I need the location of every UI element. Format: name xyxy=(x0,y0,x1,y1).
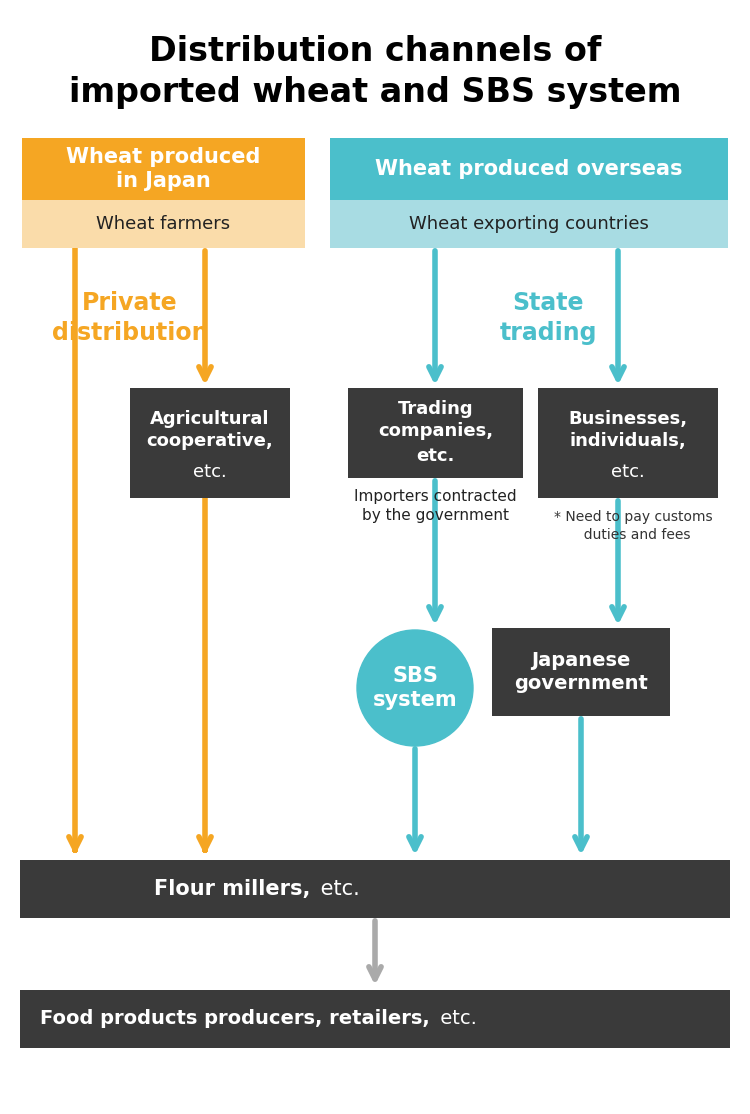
Text: etc.: etc. xyxy=(314,879,360,899)
Text: Businesses,
individuals,: Businesses, individuals, xyxy=(568,410,688,450)
Text: * Need to pay customs
  duties and fees: * Need to pay customs duties and fees xyxy=(554,510,712,541)
Text: etc.: etc. xyxy=(611,463,645,481)
Circle shape xyxy=(357,631,473,746)
Bar xyxy=(330,138,728,201)
Text: Wheat produced
in Japan: Wheat produced in Japan xyxy=(66,147,261,192)
Bar xyxy=(20,990,730,1048)
Text: Japanese
government: Japanese government xyxy=(514,651,648,693)
Bar xyxy=(492,628,670,716)
Bar xyxy=(130,388,290,498)
Bar xyxy=(330,201,728,248)
Text: Flour millers,: Flour millers, xyxy=(154,879,310,899)
Text: etc.: etc. xyxy=(416,447,454,465)
Text: SBS
system: SBS system xyxy=(373,665,458,711)
Text: etc.: etc. xyxy=(434,1009,477,1028)
Text: etc.: etc. xyxy=(194,463,226,481)
Bar xyxy=(538,388,718,498)
Bar xyxy=(22,138,305,201)
Text: Food products producers, retailers,: Food products producers, retailers, xyxy=(40,1009,430,1028)
Text: Wheat exporting countries: Wheat exporting countries xyxy=(409,215,649,233)
Text: Agricultural
cooperative,: Agricultural cooperative, xyxy=(147,410,273,450)
Bar xyxy=(22,201,305,248)
Text: Trading
companies,: Trading companies, xyxy=(378,400,493,440)
Text: Private
distribution: Private distribution xyxy=(52,291,209,345)
Text: Distribution channels of
imported wheat and SBS system: Distribution channels of imported wheat … xyxy=(69,36,681,109)
Text: Wheat produced overseas: Wheat produced overseas xyxy=(375,159,682,179)
Text: Wheat farmers: Wheat farmers xyxy=(97,215,230,233)
Text: Importers contracted
by the government: Importers contracted by the government xyxy=(354,489,517,522)
Bar xyxy=(348,388,523,478)
Bar xyxy=(20,860,730,918)
Text: State
trading: State trading xyxy=(500,291,597,345)
